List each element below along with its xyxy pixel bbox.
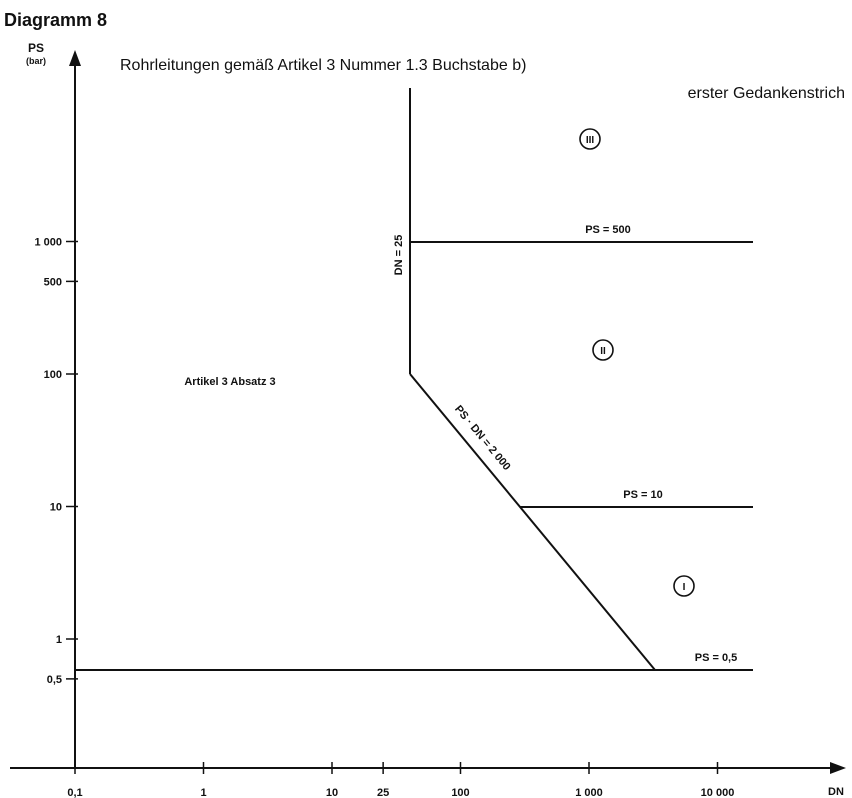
category-ii-label: II [600,346,606,357]
x-axis-ticks: 0,1 1 10 25 100 1 000 10 000 [67,762,734,798]
diagram-subtitle-line2: erster Gedankenstrich [688,85,845,102]
category-iii-marker: III [579,128,601,150]
category-i-marker: I [673,575,695,597]
x-tick-label: 1 000 [575,787,603,798]
label-dn-25: DN = 25 [393,235,405,276]
y-axis-name: PS [28,41,44,55]
x-tick-label: 10 000 [701,787,735,798]
label-ps-0-5: PS = 0,5 [695,652,738,664]
category-i-label: I [683,582,686,593]
x-axis-name: DN [828,786,844,798]
region-excluded-label: Artikel 3 Absatz 3 [184,376,275,388]
x-tick-label: 0,1 [67,787,82,798]
y-tick-label: 500 [44,276,62,288]
x-tick-label: 25 [377,787,389,798]
y-axis-unit: (bar) [26,56,46,66]
x-tick-label: 1 [200,787,206,798]
y-tick-label: 1 [56,634,62,646]
y-tick-label: 100 [44,369,62,381]
y-tick-label: 0,5 [47,674,62,686]
y-axis-arrow [69,50,81,66]
y-tick-label: 10 [50,502,62,514]
x-tick-label: 10 [326,787,338,798]
y-tick-label: 1 000 [34,237,62,249]
diagram-subtitle-line1: Rohrleitungen gemäß Artikel 3 Nummer 1.3… [120,57,526,74]
label-ps-500: PS = 500 [585,224,631,236]
diagram-title: Diagramm 8 [4,10,107,30]
boundary-ps-dn-2000 [409,373,656,671]
category-iii-label: III [586,135,595,146]
y-axis-ticks: 0,5 1 10 100 500 1 000 [34,237,78,686]
category-ii-marker: II [592,339,614,361]
x-tick-label: 100 [451,787,469,798]
x-axis-arrow [830,762,846,774]
label-ps-10: PS = 10 [623,489,662,501]
